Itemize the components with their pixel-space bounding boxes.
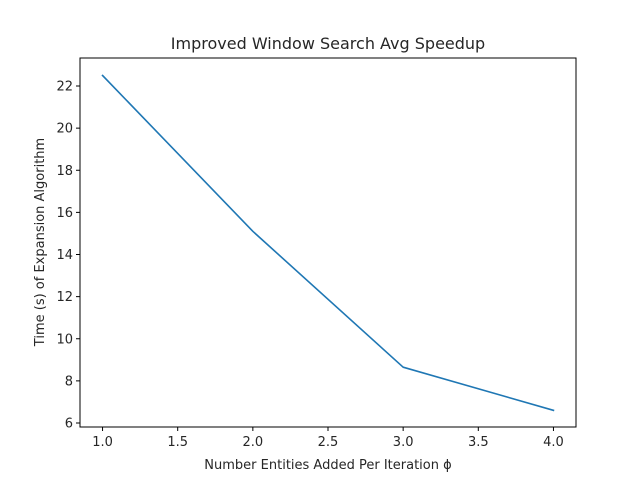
x-tick-label: 2.5 <box>318 435 339 450</box>
y-tick-label: 8 <box>65 374 73 389</box>
chart-title: Improved Window Search Avg Speedup <box>171 34 485 53</box>
y-tick-label: 6 <box>65 416 73 431</box>
y-tick-label: 22 <box>56 80 73 95</box>
y-tick-label: 20 <box>56 122 73 137</box>
x-tick-label: 1.0 <box>92 435 113 450</box>
x-tick-label: 3.0 <box>393 435 414 450</box>
series-line-0 <box>101 74 555 412</box>
x-tick-label: 4.0 <box>543 435 564 450</box>
x-tick-label: 1.5 <box>167 435 188 450</box>
y-tick-label: 14 <box>56 248 73 263</box>
y-tick-label: 16 <box>56 206 73 221</box>
plot-area: 1.0 1.5 2.0 2.5 3.0 3.5 4.0 6 8 10 12 14 16 18 20 22 <box>56 57 577 450</box>
x-axis-title: Number Entities Added Per Iteration ϕ <box>204 458 451 473</box>
x-tick-label: 2.0 <box>243 435 264 450</box>
x-tick-label: 3.5 <box>468 435 489 450</box>
y-axis-title: Time (s) of Expansion Algorithm <box>33 138 48 347</box>
y-tick-label: 10 <box>56 332 73 347</box>
y-tick-label: 12 <box>56 290 73 305</box>
y-tick-label: 18 <box>56 164 73 179</box>
